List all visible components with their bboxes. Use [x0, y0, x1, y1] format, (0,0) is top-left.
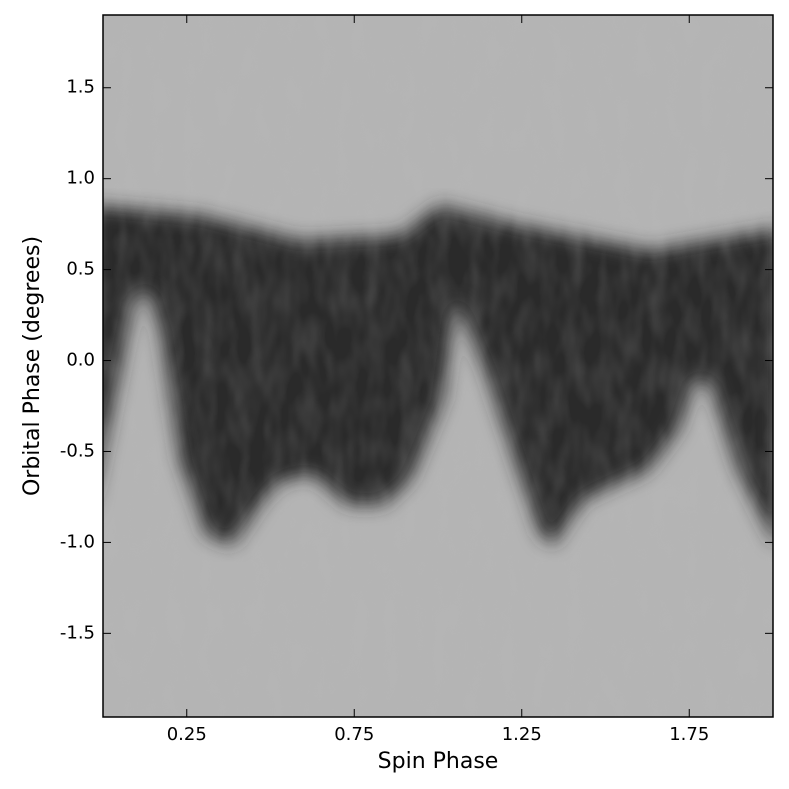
plot-frame — [102, 14, 774, 718]
y-tick-label: 1.5 — [66, 77, 95, 98]
y-tick-label: -1.0 — [60, 531, 95, 552]
y-axis-title: Orbital Phase (degrees) — [20, 236, 45, 496]
x-tick-label: 1.75 — [669, 724, 709, 745]
x-tick-label: 0.75 — [334, 724, 374, 745]
heatmap-image — [103, 15, 773, 717]
y-tick-label: 0.0 — [66, 350, 95, 371]
y-tick-label: -1.5 — [60, 622, 95, 643]
x-tick-label: 0.25 — [167, 724, 207, 745]
y-tick-label: 1.0 — [66, 168, 95, 189]
y-tick-label: 0.5 — [66, 259, 95, 280]
x-axis-title: Spin Phase — [378, 749, 499, 774]
x-tick-label: 1.25 — [502, 724, 542, 745]
y-tick-label: -0.5 — [60, 440, 95, 461]
